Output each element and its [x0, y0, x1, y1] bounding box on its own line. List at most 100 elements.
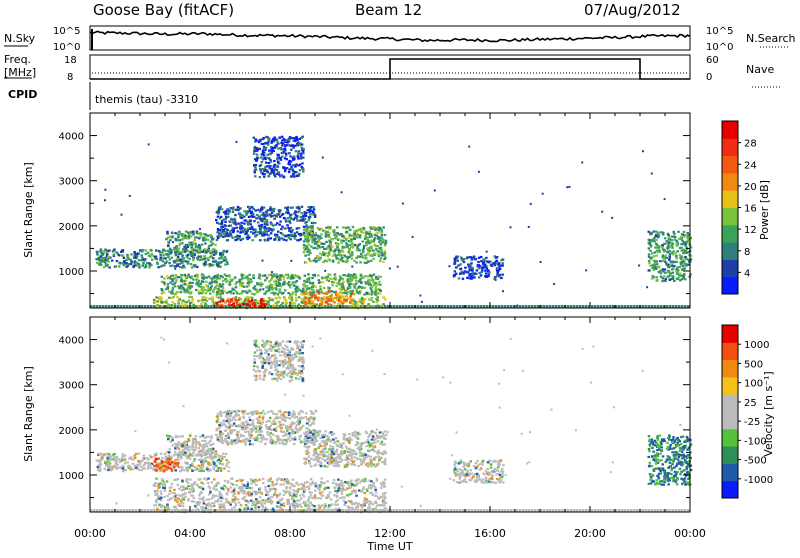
scatter-cell [342, 251, 345, 253]
scatter-cell [360, 231, 363, 233]
scatter-cell [657, 251, 660, 253]
scatter-cell [232, 499, 235, 501]
scatter-cell [277, 231, 280, 233]
scatter-cell [546, 305, 549, 308]
scatter-cell [129, 305, 132, 308]
scatter-cell [486, 509, 489, 512]
scatter-cell [351, 243, 354, 245]
scatter-cell [140, 259, 143, 261]
scatter-cell [167, 245, 170, 247]
scatter-cell [222, 305, 225, 307]
scatter-cell [294, 165, 297, 167]
scatter-cell [271, 169, 274, 171]
scatter-cell [337, 490, 340, 492]
scatter-cell [199, 292, 202, 294]
scatter-cell [178, 498, 181, 500]
scatter-cell [181, 480, 184, 482]
scatter-cell [188, 300, 191, 302]
scatter-cell [325, 227, 328, 229]
scatter-cell [272, 228, 275, 230]
scatter-cell [126, 305, 129, 308]
scatter-cell [558, 509, 561, 512]
scatter-cell [194, 481, 197, 483]
scatter-cell [624, 305, 627, 308]
scatter-cell [311, 296, 314, 298]
scatter-cell [337, 262, 340, 264]
scatter-cell [670, 263, 673, 265]
scatter-cell [323, 296, 326, 298]
scatter-cell [167, 256, 170, 258]
scatter-cell [167, 250, 170, 252]
scatter-cell [315, 232, 318, 234]
scatter-cell [597, 305, 600, 308]
scatter-cell [192, 278, 195, 280]
scatter-cell [298, 227, 301, 229]
scatter-cell [265, 211, 268, 213]
scatter-cell [315, 261, 318, 263]
scatter-cell [453, 263, 456, 265]
scatter-cell [303, 244, 306, 246]
noise-sky-series [90, 29, 690, 50]
scatter-cell [205, 277, 208, 279]
scatter-cell [150, 305, 153, 308]
scatter-cell [585, 509, 588, 512]
scatter-cell [225, 498, 228, 500]
scatter-cell [297, 153, 300, 155]
scatter-cell [384, 479, 387, 481]
scatter-cell [260, 302, 263, 304]
scatter-cell [618, 509, 621, 512]
scatter-cell [288, 483, 291, 485]
scatter-cell [253, 220, 256, 222]
colorbar-segment [722, 259, 738, 277]
scatter-cell [660, 270, 663, 272]
scatter-cell [408, 305, 411, 308]
scatter-cell [300, 155, 303, 157]
scatter-cell [350, 299, 353, 301]
scatter-cell [268, 499, 271, 501]
scatter-cell [241, 274, 244, 276]
scatter-cell [223, 250, 226, 252]
scatter-cell [160, 254, 163, 256]
scatter-cell [268, 479, 271, 481]
beam-title: Beam 12 [355, 1, 422, 19]
scatter-cell [263, 218, 266, 220]
scatter-cell [175, 292, 178, 294]
scatter-cell [319, 288, 322, 290]
scatter-cell [329, 227, 332, 229]
scatter-cell [235, 504, 238, 506]
scatter-cell [169, 498, 172, 500]
scatter-cell [224, 225, 227, 227]
power-ylabel: Slant Range [km] [22, 162, 35, 258]
scatter-cell [323, 277, 326, 279]
scatter-cell [189, 288, 192, 290]
scatter-cell [498, 305, 501, 308]
scatter-cell [372, 280, 375, 282]
scatter-cell [174, 305, 177, 308]
scatter-cell [259, 176, 262, 178]
scatter-cell [310, 492, 313, 494]
scatter-cell [230, 290, 233, 292]
scatter-cell [183, 509, 186, 511]
scatter-cell [271, 276, 274, 278]
scatter-cell [676, 257, 679, 259]
scatter-cell [379, 292, 382, 294]
scatter-cell [549, 509, 552, 512]
scatter-cell [334, 273, 337, 275]
scatter-cell [279, 291, 282, 293]
scatter-cell [664, 198, 666, 200]
scatter-cell [684, 509, 687, 512]
scatter-cell [286, 141, 289, 143]
scatter-cell [189, 479, 192, 481]
scatter-cell [229, 230, 232, 232]
scatter-cell [167, 277, 170, 279]
scatter-cell [308, 209, 311, 211]
scatter-cell [611, 217, 613, 219]
scatter-cell [377, 283, 380, 285]
scatter-cell [126, 255, 129, 257]
scatter-cell [318, 241, 321, 243]
scatter-cell [684, 256, 687, 258]
scatter-cell [245, 504, 248, 506]
scatter-cell [252, 302, 255, 304]
scatter-cell [486, 251, 488, 253]
scatter-cell [676, 273, 679, 275]
